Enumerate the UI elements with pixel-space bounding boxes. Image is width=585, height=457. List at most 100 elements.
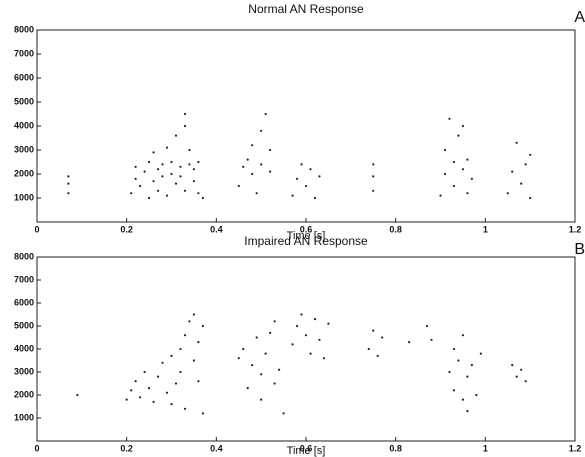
y-tick-label: 6000 [14, 72, 34, 82]
dot [165, 391, 169, 394]
dot [242, 165, 245, 168]
dot [520, 182, 523, 185]
dot [461, 334, 465, 337]
dot [448, 117, 451, 120]
dot [197, 380, 200, 383]
dot [152, 151, 155, 154]
dot [139, 396, 142, 399]
dot [188, 148, 191, 152]
dot [452, 160, 456, 164]
dot [376, 354, 379, 357]
x-tick-label: 0.4 [210, 224, 223, 234]
dot [457, 359, 460, 362]
plot-frame [36, 256, 576, 442]
dot [76, 393, 79, 397]
dot [143, 370, 146, 374]
dot [524, 380, 527, 383]
dot [381, 336, 384, 339]
dot [156, 189, 160, 192]
dot [515, 375, 518, 378]
x-tick-label: 0.2 [120, 224, 133, 234]
dot [156, 375, 160, 378]
dot [408, 341, 411, 344]
dot [475, 393, 478, 397]
dot [443, 148, 447, 152]
dot [170, 354, 173, 357]
dot [273, 320, 276, 323]
x-tick-label: 0 [34, 443, 39, 453]
dot [192, 168, 196, 171]
y-tick-label: 6000 [14, 297, 34, 307]
dot [452, 389, 456, 392]
dot [201, 196, 204, 200]
x-tick-label: 1.2 [569, 224, 582, 234]
dot [295, 177, 299, 180]
dot [161, 175, 164, 178]
y-tick-label: 7000 [14, 48, 34, 58]
dot [322, 357, 326, 360]
dot [143, 170, 146, 173]
y-tick-label: 4000 [14, 343, 34, 353]
dot [461, 124, 465, 128]
dot [251, 172, 254, 176]
x-axis-label: Time [s] [287, 230, 326, 242]
dot [246, 158, 249, 161]
dot [183, 124, 187, 128]
dot [264, 112, 267, 116]
dot [165, 146, 169, 149]
dot [174, 182, 178, 185]
dot [466, 375, 469, 378]
dot [183, 189, 187, 192]
y-tick-label: 3000 [14, 366, 34, 376]
dot [300, 313, 303, 316]
dot [201, 412, 204, 415]
dot [448, 370, 451, 374]
dot [529, 153, 532, 156]
dot [466, 410, 469, 413]
dot [470, 364, 473, 367]
x-tick-label: 0.2 [120, 443, 133, 453]
dot [372, 329, 375, 332]
dot [425, 324, 429, 328]
dot [170, 403, 173, 406]
dot [515, 141, 518, 144]
dot [304, 184, 308, 188]
dot [466, 158, 469, 161]
dot [269, 148, 272, 152]
dot [255, 192, 258, 195]
dot [161, 361, 164, 364]
dot [197, 341, 200, 344]
panel-label: A [574, 9, 585, 26]
x-axis-label: Time [s] [287, 445, 326, 457]
dot [67, 192, 70, 195]
dot [134, 380, 137, 383]
dot [466, 192, 469, 195]
dot [291, 194, 294, 197]
dot [170, 172, 173, 176]
dot [188, 163, 191, 166]
dot [179, 175, 182, 178]
dot [147, 387, 151, 390]
dot [461, 398, 465, 401]
dot [147, 160, 151, 164]
dot [443, 172, 447, 176]
dot [372, 163, 375, 166]
dot [511, 170, 514, 173]
dot [183, 407, 187, 410]
dot [174, 382, 178, 385]
dot [457, 134, 460, 137]
dot [242, 347, 245, 351]
dot [251, 144, 254, 147]
dot [201, 324, 204, 328]
x-tick-label: 0.4 [210, 443, 223, 453]
x-tick-label: 1 [483, 224, 488, 234]
dot [506, 192, 509, 195]
y-tick-label: 8000 [14, 24, 34, 34]
y-tick-label: 2000 [14, 168, 34, 178]
y-tick-label: 4000 [14, 120, 34, 130]
dot [470, 177, 473, 180]
dot [255, 336, 258, 339]
dot [197, 192, 200, 195]
dot [318, 175, 321, 178]
